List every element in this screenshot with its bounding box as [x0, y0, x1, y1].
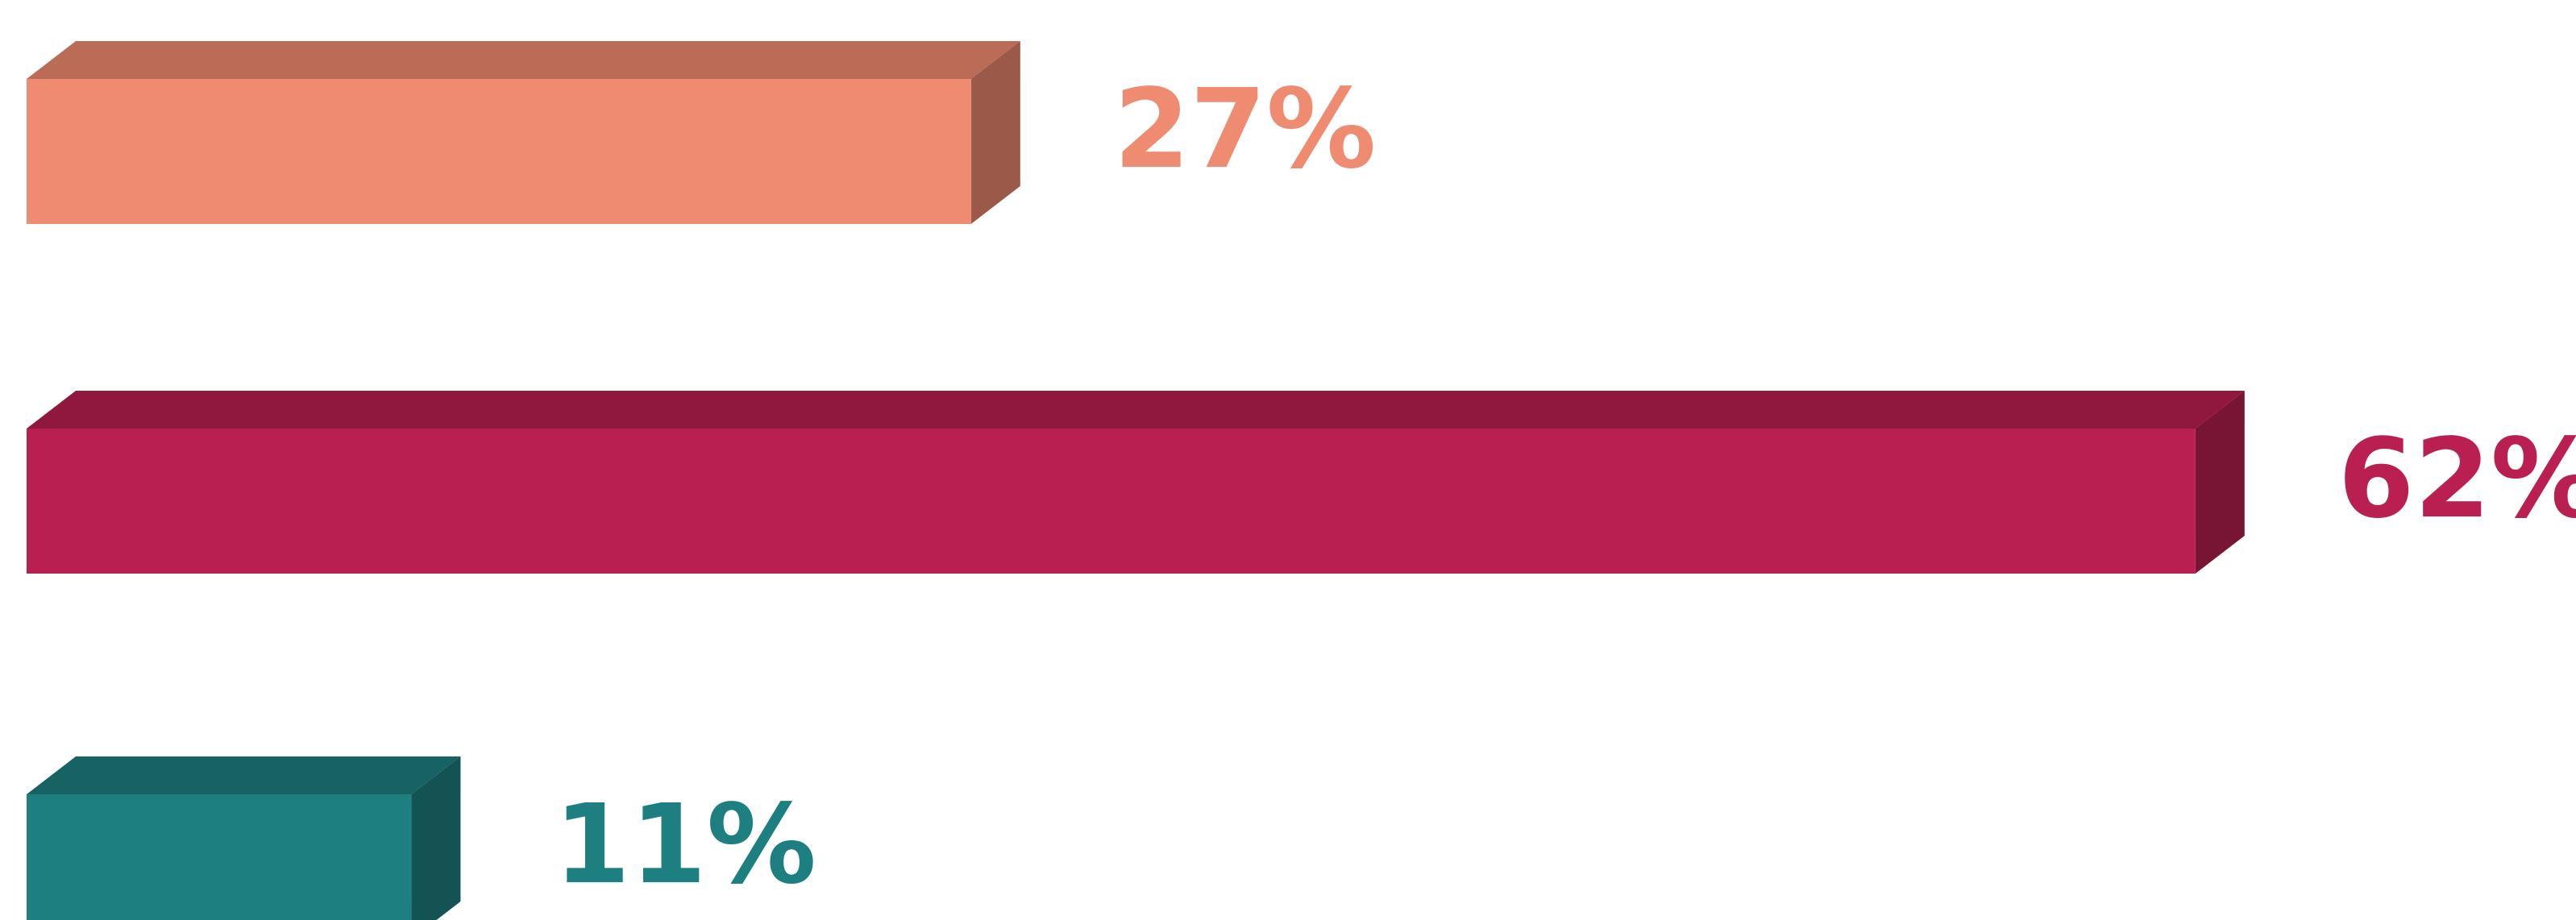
value-label: 11%: [554, 781, 816, 909]
bar: [27, 79, 971, 224]
bar-top: [27, 756, 461, 794]
bar-side: [411, 756, 461, 920]
bar-top: [27, 391, 2245, 429]
bar: [27, 794, 412, 920]
value-label: 62%: [2338, 416, 2576, 543]
bar-top: [27, 41, 1020, 79]
value-label: 27%: [1114, 66, 1377, 193]
bar-side: [970, 41, 1020, 224]
bar: [27, 429, 2196, 574]
bar-side: [2195, 391, 2245, 574]
